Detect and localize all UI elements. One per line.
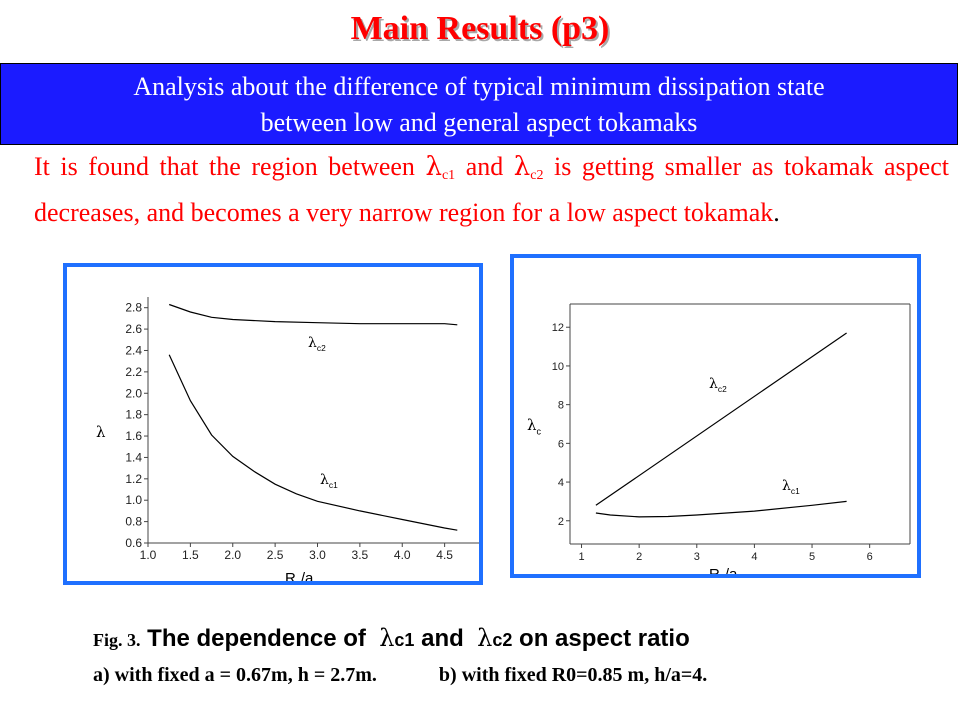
paragraph-text-2: is getting smaller as tokamak aspect dec… — [34, 152, 949, 227]
x-tick-label: 3 — [694, 551, 700, 563]
figure-number: Fig. 3. — [93, 630, 141, 650]
series-label-c1: λc1 — [782, 478, 800, 496]
series-label-c1: λc1 — [320, 472, 338, 490]
subscript-c1: c1 — [441, 168, 456, 183]
series-line-c1 — [168, 354, 458, 531]
y-tick-label: 2.0 — [125, 386, 142, 400]
y-axis-title: λc — [527, 416, 542, 437]
series-label-c2: λc2 — [709, 376, 727, 394]
x-tick-label: 3.5 — [352, 548, 369, 562]
y-tick-label: 0.8 — [125, 515, 142, 529]
x-tick-label: 2.5 — [267, 548, 284, 562]
y-tick-label: 1.8 — [125, 408, 142, 422]
paragraph-period: . — [773, 198, 780, 227]
series-line-c1 — [595, 500, 847, 518]
chart-b: 12345624681012λc2λc1λcR0/a — [527, 303, 911, 586]
lambda-symbol: λ — [477, 624, 493, 652]
x-axis-title: R0/a — [285, 570, 314, 581]
y-tick-label: 1.0 — [125, 493, 142, 507]
y-tick-label: 2.6 — [125, 322, 142, 336]
series-label-c2: λc2 — [308, 335, 326, 353]
figure-panel-b: 12345624681012λc2λc1λcR0/a — [510, 254, 921, 586]
y-tick-label: 2.4 — [125, 343, 142, 357]
y-axis-title: λ — [96, 423, 106, 441]
y-tick-label: 8 — [558, 400, 564, 412]
series-line-c2 — [168, 303, 458, 326]
y-tick-label: 2.2 — [125, 365, 142, 379]
chart-a: 1.01.52.02.53.03.54.04.55.00.60.81.01.21… — [96, 297, 496, 590]
y-tick-label: 1.4 — [125, 450, 142, 464]
banner-line-2: between low and general aspect tokamaks — [260, 108, 698, 137]
x-tick-label: 5 — [809, 551, 815, 563]
lambda-symbol: λ — [513, 152, 531, 182]
paragraph-text-1: It is found that the region between — [34, 152, 426, 181]
x-tick-label: 6 — [867, 551, 873, 563]
y-tick-label: 12 — [552, 322, 564, 334]
x-axis-title: R0/a — [709, 566, 738, 574]
caption-part-a: a) with fixed a = 0.67m, h = 2.7m. — [93, 664, 377, 686]
caption-and: and — [414, 625, 478, 652]
x-tick-label: 1.0 — [140, 548, 157, 562]
x-tick-label: 4 — [751, 551, 757, 563]
caption-c2: c2 — [492, 630, 513, 650]
figure-caption: Fig. 3. The dependence of λc1 and λc2 on… — [93, 624, 690, 653]
y-tick-label: 0.6 — [125, 536, 142, 550]
x-tick-label: 4.0 — [394, 548, 411, 562]
x-tick-label: 2.0 — [224, 548, 241, 562]
y-tick-label: 2.8 — [125, 301, 142, 315]
lambda-symbol: λ — [425, 152, 442, 182]
y-tick-label: 10 — [552, 361, 564, 373]
x-tick-label: 1.5 — [182, 548, 199, 562]
caption-part-b: b) with fixed R0=0.85 m, h/a=4. — [438, 664, 708, 686]
y-tick-label: 1.2 — [125, 472, 142, 486]
x-tick-label: 3.0 — [309, 548, 326, 562]
banner-line-1: Analysis about the difference of typical… — [133, 72, 825, 101]
subscript-c2: c2 — [530, 168, 544, 183]
finding-paragraph: It is found that the region between λc1 … — [34, 148, 949, 231]
caption-text-1: The dependence of — [140, 625, 380, 652]
x-tick-label: 2 — [636, 551, 642, 563]
subtitle-banner: Analysis about the difference of typical… — [0, 63, 958, 145]
caption-c1: c1 — [394, 630, 415, 650]
x-tick-label: 4.5 — [436, 548, 453, 562]
slide-title: Main Results (p3) — [350, 10, 610, 47]
y-tick-label: 6 — [558, 438, 564, 450]
y-tick-label: 1.6 — [125, 429, 142, 443]
figure-caption-line-2: a) with fixed a = 0.67m, h = 2.7m. b) wit… — [93, 664, 707, 687]
y-tick-label: 2 — [558, 516, 564, 528]
y-tick-label: 4 — [558, 477, 564, 489]
x-tick-label: 1 — [578, 551, 584, 563]
lambda-symbol: λ — [379, 624, 395, 652]
series-line-c2 — [595, 332, 847, 506]
figure-panel-a: 1.01.52.02.53.03.54.04.55.00.60.81.01.21… — [63, 263, 496, 590]
caption-text-2: on aspect ratio — [512, 625, 690, 652]
paragraph-and: and — [455, 152, 514, 181]
